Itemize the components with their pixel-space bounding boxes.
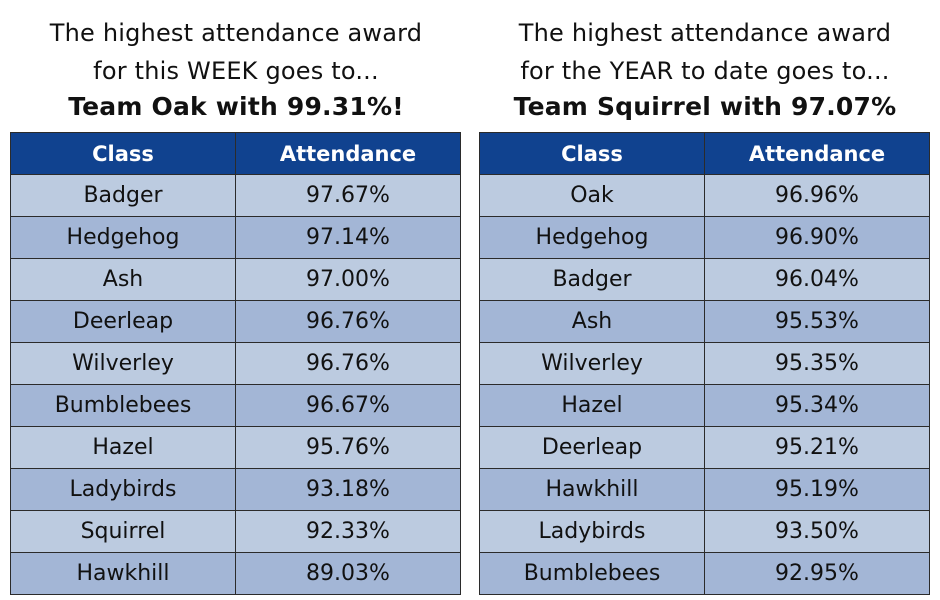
- yearly-attendance-table: Class Attendance Oak 96.96% Hedgehog 96.90%…: [479, 132, 930, 595]
- table-header-row: Class Attendance: [479, 132, 930, 175]
- table-header-row: Class Attendance: [10, 132, 461, 175]
- column-header-attendance: Attendance: [704, 132, 930, 175]
- yearly-heading-line-2: for the YEAR to date goes to...: [520, 57, 890, 85]
- attendance-cell: 96.04%: [704, 258, 930, 301]
- class-name-cell: Hazel: [479, 384, 705, 427]
- table-row: Hazel 95.34%: [479, 384, 930, 427]
- table-row: Hazel 95.76%: [10, 426, 461, 469]
- attendance-cell: 97.67%: [235, 174, 461, 217]
- table-row: Wilverley 95.35%: [479, 342, 930, 385]
- class-name-cell: Hazel: [10, 426, 236, 469]
- weekly-heading-line-1: The highest attendance award: [49, 19, 423, 47]
- class-name-cell: Ash: [479, 300, 705, 343]
- attendance-cell: 93.50%: [704, 510, 930, 553]
- class-name-cell: Wilverley: [10, 342, 236, 385]
- attendance-cell: 96.90%: [704, 216, 930, 259]
- table-row: Ash 95.53%: [479, 300, 930, 343]
- yearly-heading-line-1: The highest attendance award: [518, 19, 892, 47]
- table-row: Squirrel 92.33%: [10, 510, 461, 553]
- column-header-class: Class: [479, 132, 705, 175]
- table-row: Hedgehog 97.14%: [10, 216, 461, 259]
- table-row: Ash 97.00%: [10, 258, 461, 301]
- weekly-heading-line-2: for this WEEK goes to...: [93, 57, 379, 85]
- table-row: Hawkhill 95.19%: [479, 468, 930, 511]
- weekly-award-heading: The highest attendance award for this WE…: [10, 0, 462, 125]
- table-row: Ladybirds 93.50%: [479, 510, 930, 553]
- class-name-cell: Bumblebees: [479, 552, 705, 595]
- class-name-cell: Hedgehog: [10, 216, 236, 259]
- class-name-cell: Bumblebees: [10, 384, 236, 427]
- attendance-cell: 97.14%: [235, 216, 461, 259]
- weekly-table-body: Badger 97.67% Hedgehog 97.14% Ash 97.00% Deerl…: [10, 174, 461, 595]
- attendance-cell: 96.96%: [704, 174, 930, 217]
- table-row: Bumblebees 92.95%: [479, 552, 930, 595]
- yearly-award-panel: The highest attendance award for the YEA…: [479, 0, 931, 595]
- weekly-award-panel: The highest attendance award for this WE…: [10, 0, 462, 595]
- column-header-class: Class: [10, 132, 236, 175]
- class-name-cell: Hawkhill: [10, 552, 236, 595]
- attendance-cell: 93.18%: [235, 468, 461, 511]
- table-row: Oak 96.96%: [479, 174, 930, 217]
- table-row: Bumblebees 96.67%: [10, 384, 461, 427]
- class-name-cell: Hawkhill: [479, 468, 705, 511]
- class-name-cell: Oak: [479, 174, 705, 217]
- attendance-cell: 96.67%: [235, 384, 461, 427]
- attendance-cell: 95.53%: [704, 300, 930, 343]
- class-name-cell: Badger: [479, 258, 705, 301]
- table-row: Hawkhill 89.03%: [10, 552, 461, 595]
- column-header-attendance: Attendance: [235, 132, 461, 175]
- weekly-attendance-table: Class Attendance Badger 97.67% Hedgehog 97.…: [10, 132, 461, 595]
- attendance-cell: 95.76%: [235, 426, 461, 469]
- attendance-cell: 97.00%: [235, 258, 461, 301]
- table-row: Badger 96.04%: [479, 258, 930, 301]
- attendance-cell: 89.03%: [235, 552, 461, 595]
- yearly-winner: Team Squirrel with 97.07%: [513, 92, 897, 121]
- attendance-cell: 95.34%: [704, 384, 930, 427]
- attendance-cell: 96.76%: [235, 300, 461, 343]
- attendance-cell: 92.33%: [235, 510, 461, 553]
- table-row: Wilverley 96.76%: [10, 342, 461, 385]
- class-name-cell: Wilverley: [479, 342, 705, 385]
- class-name-cell: Ladybirds: [479, 510, 705, 553]
- attendance-cell: 95.19%: [704, 468, 930, 511]
- class-name-cell: Deerleap: [10, 300, 236, 343]
- table-row: Deerleap 95.21%: [479, 426, 930, 469]
- yearly-award-heading: The highest attendance award for the YEA…: [479, 0, 931, 125]
- class-name-cell: Ash: [10, 258, 236, 301]
- table-row: Badger 97.67%: [10, 174, 461, 217]
- class-name-cell: Badger: [10, 174, 236, 217]
- class-name-cell: Ladybirds: [10, 468, 236, 511]
- attendance-cell: 96.76%: [235, 342, 461, 385]
- attendance-cell: 92.95%: [704, 552, 930, 595]
- table-row: Hedgehog 96.90%: [479, 216, 930, 259]
- class-name-cell: Hedgehog: [479, 216, 705, 259]
- class-name-cell: Deerleap: [479, 426, 705, 469]
- yearly-table-body: Oak 96.96% Hedgehog 96.90% Badger 96.04% Ash 95…: [479, 174, 930, 595]
- weekly-winner: Team Oak with 99.31%!: [68, 92, 404, 121]
- table-row: Deerleap 96.76%: [10, 300, 461, 343]
- attendance-cell: 95.35%: [704, 342, 930, 385]
- attendance-cell: 95.21%: [704, 426, 930, 469]
- table-row: Ladybirds 93.18%: [10, 468, 461, 511]
- class-name-cell: Squirrel: [10, 510, 236, 553]
